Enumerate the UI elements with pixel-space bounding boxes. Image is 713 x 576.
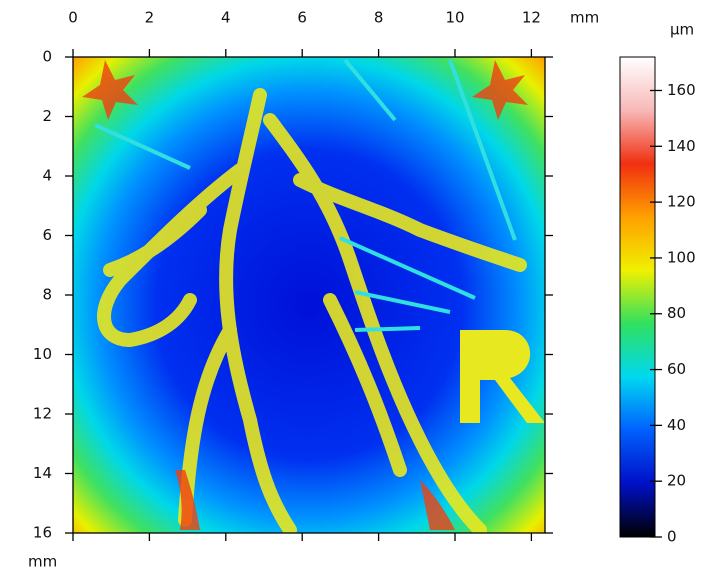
colorbar-tick-label: 120 (667, 193, 696, 211)
height-map (73, 57, 545, 533)
y-tick-label: 0 (42, 48, 52, 66)
relief-letter (460, 330, 545, 423)
colorbar-tick-label: 160 (667, 81, 696, 99)
x-tick-label: 8 (374, 9, 384, 27)
y-tick-label: 14 (33, 464, 52, 482)
y-tick-label: 8 (42, 286, 52, 304)
colorbar-tick-label: 80 (667, 304, 686, 322)
y-tick-label: 2 (42, 107, 52, 125)
x-tick-label: 12 (522, 9, 541, 27)
colorbar-tick-label: 60 (667, 360, 686, 378)
colorbar-unit: µm (670, 21, 694, 39)
y-tick-label: 10 (33, 345, 52, 363)
y-tick-label: 6 (42, 226, 52, 244)
x-tick-label: 2 (145, 9, 155, 27)
x-tick-label: 10 (445, 9, 464, 27)
colorbar-tick-label: 0 (667, 528, 677, 546)
y-tick-label: 4 (42, 167, 52, 185)
colorbar-tick-label: 140 (667, 137, 696, 155)
colorbar-tick-label: 100 (667, 248, 696, 266)
y-tick-label: 16 (33, 524, 52, 542)
colorbar-tick-label: 40 (667, 416, 686, 434)
x-tick-label: 4 (221, 9, 231, 27)
x-tick-label: 6 (297, 9, 307, 27)
x-unit: mm (570, 9, 599, 27)
colorbar (619, 56, 656, 538)
colorbar-tick-label: 20 (667, 472, 686, 490)
x-tick-label: 0 (68, 9, 78, 27)
y-tick-label: 12 (33, 405, 52, 423)
y-unit: mm (28, 553, 57, 571)
